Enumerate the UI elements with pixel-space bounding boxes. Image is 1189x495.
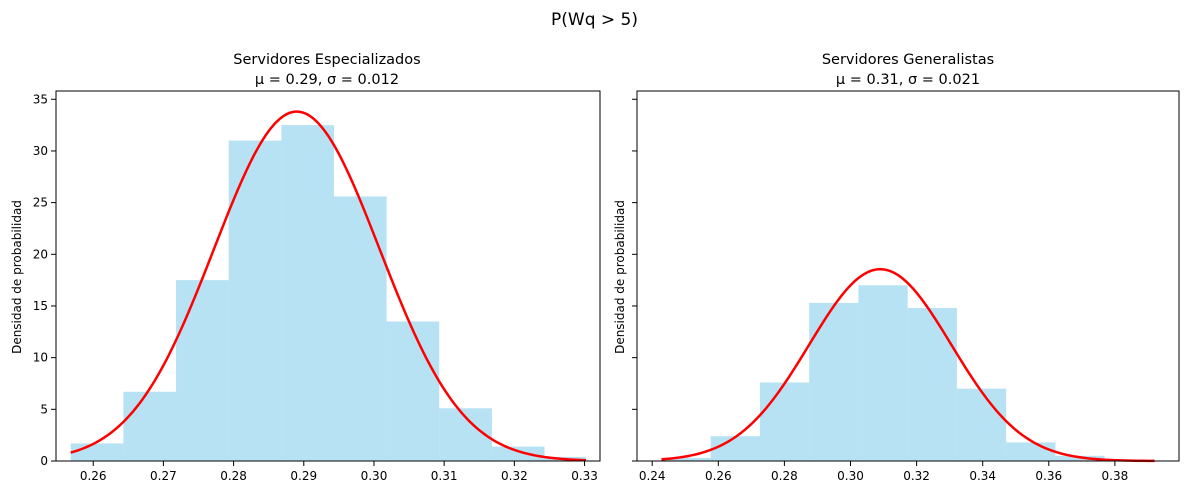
- histogram-bar-especializados-6: [386, 321, 440, 461]
- x-tick-label-especializados-6: 0.32: [501, 469, 528, 483]
- x-tick-label-especializados-0: 0.26: [80, 469, 107, 483]
- histogram-bar-especializados-1: [123, 391, 177, 461]
- x-tick-label-generalistas-2: 0.28: [771, 469, 798, 483]
- histogram-especializados: [70, 125, 586, 462]
- panel-especializados: 0.26 0.27 0.28 0.29 0.30 0.31 0.32 0.33 0 5 10 15 2…: [10, 52, 601, 483]
- axes-frame-generalistas: [636, 90, 1180, 462]
- panel-title-especializados: Servidores Especializados: [233, 52, 420, 68]
- histogram-bar-generalistas-7: [1006, 442, 1056, 461]
- figure-suptitle: P(Wq > 5): [551, 10, 638, 30]
- histogram-bar-especializados-0: [70, 443, 124, 461]
- x-tick-label-generalistas-6: 0.36: [1035, 469, 1062, 483]
- panel-generalistas: 0.24 0.26 0.28 0.30 0.32 0.34 0.36 0.38 Servido…: [613, 52, 1180, 483]
- x-tick-label-especializados-3: 0.29: [290, 469, 317, 483]
- histogram-bar-especializados-5: [333, 196, 387, 461]
- x-tick-label-especializados-7: 0.33: [571, 469, 598, 483]
- x-axis-especializados: 0.26 0.27 0.28 0.29 0.30 0.31 0.32 0.33: [80, 461, 598, 483]
- y-tick-label-especializados-2: 10: [33, 351, 48, 365]
- x-tick-label-especializados-2: 0.28: [220, 469, 247, 483]
- histogram-bar-especializados-2: [176, 280, 229, 461]
- histogram-bar-generalistas-6: [956, 388, 1007, 461]
- axes-frame-especializados: [55, 90, 601, 462]
- y-tick-label-especializados-7: 35: [33, 92, 48, 106]
- y-axis-label-generalistas: Densidad de probabilidad: [613, 200, 627, 354]
- histogram-bar-generalistas-4: [858, 285, 908, 461]
- y-tick-label-especializados-6: 30: [33, 144, 48, 158]
- y-axis-generalistas: [632, 98, 637, 462]
- histogram-bar-generalistas-0: [661, 457, 711, 461]
- x-tick-label-especializados-1: 0.27: [150, 469, 177, 483]
- histogram-bar-especializados-8: [491, 446, 545, 461]
- x-axis-generalistas: 0.24 0.26 0.28 0.30 0.32 0.34 0.36 0.38: [639, 461, 1128, 483]
- x-tick-label-generalistas-7: 0.38: [1102, 469, 1129, 483]
- x-tick-label-generalistas-5: 0.34: [969, 469, 996, 483]
- panel-subtitle-especializados: μ = 0.29, σ = 0.012: [255, 72, 399, 88]
- histogram-bar-especializados-4: [281, 125, 334, 462]
- x-tick-label-generalistas-0: 0.24: [639, 469, 666, 483]
- histogram-bar-generalistas-3: [809, 302, 859, 461]
- x-tick-label-generalistas-4: 0.32: [903, 469, 930, 483]
- y-tick-label-especializados-1: 5: [40, 402, 48, 416]
- y-tick-label-especializados-5: 25: [33, 196, 48, 210]
- axes-border-generalistas: [636, 90, 1180, 462]
- histogram-bar-generalistas-5: [907, 308, 957, 461]
- panel-title-generalistas: Servidores Generalistas: [822, 52, 994, 68]
- x-tick-label-especializados-5: 0.31: [431, 469, 458, 483]
- y-axis-especializados: 0 5 10 15 20 25 30 35: [33, 92, 56, 468]
- y-tick-label-especializados-0: 0: [40, 454, 48, 468]
- normal-curve-especializados: [70, 110, 587, 462]
- histogram-bar-generalistas-1: [710, 436, 760, 461]
- x-tick-label-generalistas-1: 0.26: [705, 469, 732, 483]
- x-tick-label-generalistas-3: 0.30: [837, 469, 864, 483]
- y-tick-label-especializados-3: 15: [33, 299, 48, 313]
- normal-curve-generalistas: [661, 267, 1155, 463]
- y-tick-label-especializados-4: 20: [33, 247, 48, 261]
- histogram-bar-generalistas-2: [759, 382, 810, 461]
- x-tick-label-especializados-4: 0.30: [361, 469, 388, 483]
- panel-subtitle-generalistas: μ = 0.31, σ = 0.021: [836, 72, 980, 88]
- axes-border-especializados: [55, 90, 601, 462]
- histogram-generalistas: [661, 285, 1155, 461]
- histogram-bar-especializados-3: [228, 140, 282, 461]
- y-axis-label-especializados: Densidad de probabilidad: [10, 200, 24, 354]
